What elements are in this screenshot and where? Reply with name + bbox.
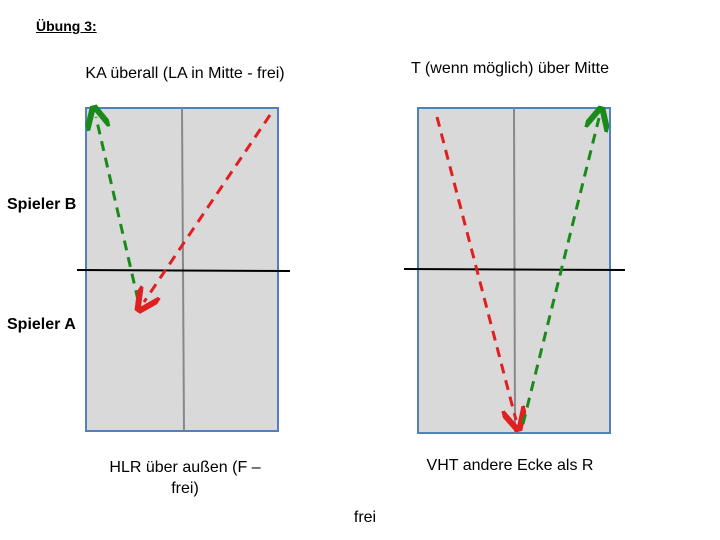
player-b: Spieler B bbox=[7, 196, 77, 213]
right-top-label: T (wenn möglich) über Mitte bbox=[411, 60, 609, 77]
arrow-red bbox=[435, 116, 516, 420]
left-top-label: KA überall (LA in Mitte - frei) bbox=[85, 65, 285, 82]
right-bottom-label: VHT andere Ecke als R bbox=[426, 457, 594, 474]
arrow-red bbox=[144, 114, 272, 302]
court-left bbox=[85, 107, 279, 432]
heading: Übung 3: bbox=[36, 18, 97, 34]
footer: frei bbox=[353, 509, 377, 526]
center-line bbox=[513, 107, 516, 434]
net bbox=[403, 268, 626, 271]
arrow-green bbox=[521, 118, 599, 425]
center-line bbox=[181, 107, 185, 432]
player-a: Spieler A bbox=[7, 316, 76, 333]
arrow-green bbox=[96, 117, 140, 301]
left-bottom-label: HLR über außen (F – frei) bbox=[109, 459, 261, 497]
court-right bbox=[417, 107, 611, 434]
net bbox=[76, 269, 291, 272]
